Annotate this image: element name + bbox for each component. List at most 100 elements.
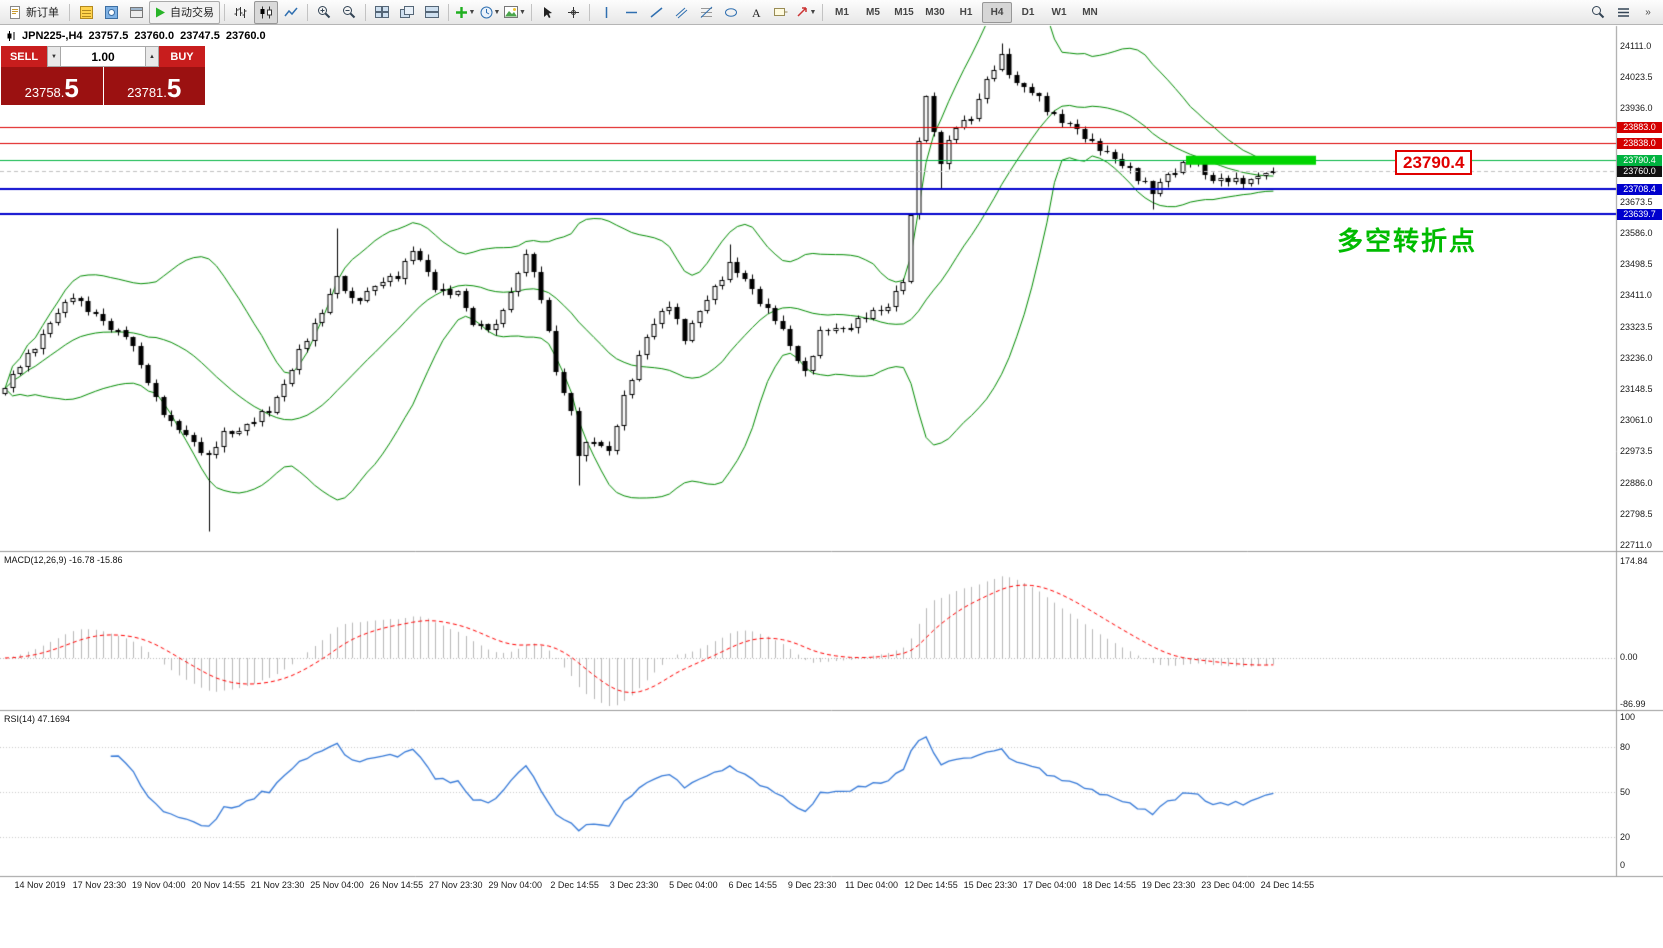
price-axis-tag: 23883.0 xyxy=(1617,122,1662,133)
timeframe-m5-button[interactable]: M5 xyxy=(866,6,880,18)
chart-high-value: 23760.0 xyxy=(134,30,175,42)
new-order-icon xyxy=(9,5,22,19)
chart-low-value: 23747.5 xyxy=(180,30,220,42)
bar-chart-mode-button[interactable] xyxy=(229,1,253,24)
sell-price-button[interactable]: 23758. 5 xyxy=(1,67,103,105)
navigator-button[interactable] xyxy=(99,1,123,24)
time-axis-label: 24 Dec 14:55 xyxy=(1260,880,1315,890)
tile-windows-icon xyxy=(375,5,389,19)
timeframe-d1-button[interactable]: D1 xyxy=(1021,6,1035,18)
templates-button[interactable]: ▼ xyxy=(503,1,527,24)
autotrading-button[interactable]: 自动交易 xyxy=(149,0,220,24)
price-divider xyxy=(102,67,104,105)
price-axis-label: 22886.0 xyxy=(1620,478,1653,488)
toolbar-overflow-button[interactable]: » xyxy=(1636,1,1660,24)
zoom-in-icon xyxy=(317,5,331,19)
cascade-windows-button[interactable] xyxy=(395,1,419,24)
new-order-button[interactable]: 新订单 xyxy=(3,1,65,24)
shapes-tool-button[interactable] xyxy=(719,1,743,24)
time-axis-label: 21 Nov 23:30 xyxy=(250,880,305,890)
price-axis-label: 23411.0 xyxy=(1620,290,1652,300)
price-axis-label: 23323.5 xyxy=(1620,322,1653,332)
terminal-button[interactable] xyxy=(124,1,148,24)
object-list-icon xyxy=(1617,7,1630,18)
fibonacci-tool-button[interactable] xyxy=(694,1,718,24)
add-indicator-button[interactable]: ▼ xyxy=(453,1,477,24)
tile-horizontal-icon xyxy=(425,5,439,19)
crosshair-tool-button[interactable] xyxy=(561,1,585,24)
sell-price-big-digit: 5 xyxy=(64,73,79,103)
vertical-line-icon xyxy=(600,6,613,19)
autotrading-label: 自动交易 xyxy=(170,7,214,19)
fibonacci-icon xyxy=(700,6,713,19)
text-tool-button[interactable]: A xyxy=(744,1,768,24)
macd-axis-label: -86.99 xyxy=(1620,699,1646,709)
price-axis-label: 22711.0 xyxy=(1620,540,1652,550)
object-list-button[interactable] xyxy=(1611,1,1635,24)
chart-close-value: 23760.0 xyxy=(225,30,266,42)
price-axis-label: 22798.5 xyxy=(1620,509,1653,519)
line-chart-mode-button[interactable] xyxy=(279,1,303,24)
volume-increase-button[interactable]: ▲ xyxy=(145,46,159,67)
market-watch-button[interactable] xyxy=(74,1,98,24)
buy-price-button[interactable]: 23781. 5 xyxy=(104,67,206,105)
price-axis-label: 23498.5 xyxy=(1620,259,1653,269)
timeframe-m30-button[interactable]: M30 xyxy=(925,6,945,18)
vertical-line-tool-button[interactable] xyxy=(594,1,618,24)
price-axis-tag: 23790.4 xyxy=(1617,155,1662,166)
price-axis-label: 23936.0 xyxy=(1620,103,1653,113)
volume-input[interactable] xyxy=(61,47,145,66)
tile-windows-button[interactable] xyxy=(370,1,394,24)
toolbar-separator xyxy=(69,3,70,21)
trendline-tool-button[interactable] xyxy=(644,1,668,24)
candlestick-mode-button[interactable] xyxy=(254,0,278,24)
price-axis-label: 24023.5 xyxy=(1620,72,1653,82)
timeframe-mn-button[interactable]: MN xyxy=(1082,6,1098,18)
text-icon: A xyxy=(750,6,762,19)
periods-button[interactable]: ▼ xyxy=(478,1,502,24)
toolbar-separator xyxy=(365,3,366,21)
turning-point-annotation: 多空转折点 xyxy=(1337,226,1478,256)
timeframe-h4-button[interactable]: H4 xyxy=(982,1,1012,23)
market-watch-icon xyxy=(79,5,93,19)
autotrading-play-icon xyxy=(155,7,166,18)
search-button[interactable] xyxy=(1586,1,1610,24)
channel-tool-button[interactable] xyxy=(669,1,693,24)
time-axis-label: 29 Nov 04:00 xyxy=(488,880,542,890)
sell-button[interactable]: SELL xyxy=(1,46,47,67)
price-axis-label: 22973.5 xyxy=(1620,446,1653,456)
time-axis-label: 15 Dec 23:30 xyxy=(963,880,1018,890)
buy-button[interactable]: BUY xyxy=(159,46,205,67)
timeframe-m15-button[interactable]: M15 xyxy=(894,6,914,18)
chart-window-title: JPN225-,H4 23757.5 23760.0 23747.5 23760… xyxy=(7,30,266,42)
text-label-tool-button[interactable] xyxy=(769,1,793,24)
timeframe-h1-button[interactable]: H1 xyxy=(959,6,973,18)
svg-text:A: A xyxy=(752,6,761,19)
macd-axis-label: 0.00 xyxy=(1620,652,1638,662)
time-axis-label: 9 Dec 23:30 xyxy=(787,880,837,890)
volume-decrease-button[interactable]: ▼ xyxy=(47,46,61,67)
macd-pane-label: MACD(12,26,9) -16.78 -15.86 xyxy=(4,555,123,565)
arrow-tools-button[interactable]: ▼ xyxy=(794,1,818,24)
zoom-out-button[interactable] xyxy=(337,1,361,24)
terminal-icon xyxy=(129,6,143,19)
time-axis-label: 19 Nov 04:00 xyxy=(132,880,186,890)
timeframe-m1-button[interactable]: M1 xyxy=(835,6,849,18)
time-axis-label: 3 Dec 23:30 xyxy=(609,880,659,890)
time-axis-label: 2 Dec 14:55 xyxy=(550,880,599,890)
price-axis-tag: 23760.0 xyxy=(1617,166,1662,177)
zoom-in-button[interactable] xyxy=(312,1,336,24)
tile-horizontal-button[interactable] xyxy=(420,1,444,24)
text-label-icon xyxy=(774,6,788,18)
timeframe-w1-button[interactable]: W1 xyxy=(1051,6,1067,18)
shapes-icon xyxy=(724,6,738,19)
rsi-axis-label: 20 xyxy=(1620,832,1631,842)
chart-window-icon xyxy=(7,31,16,41)
toolbar-separator xyxy=(589,3,590,21)
horizontal-line-tool-button[interactable] xyxy=(619,1,643,24)
time-axis-label: 26 Nov 14:55 xyxy=(369,880,424,890)
cursor-tool-button[interactable] xyxy=(536,1,560,24)
chevron-down-icon: ▼ xyxy=(468,8,476,16)
